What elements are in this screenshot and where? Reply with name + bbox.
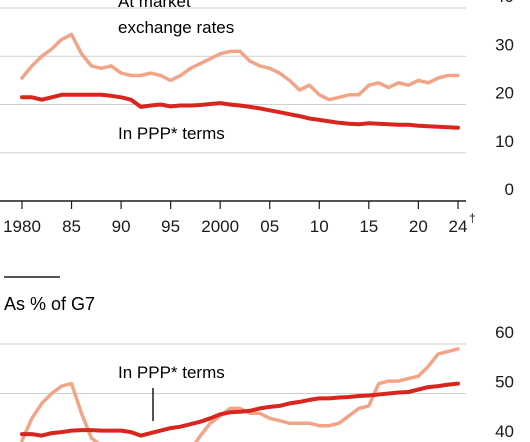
y-tick-label: 0 xyxy=(505,180,514,199)
y-tick-label: 30 xyxy=(495,35,514,54)
top-x-tick-labels: 1980 85 90 95 2000 05 10 15 20 24 † xyxy=(3,211,476,236)
ppp-line xyxy=(20,381,460,438)
top-panel: 0 10 20 30 40 1980 85 90 95 2000 05 10 15 20 24† At m… xyxy=(0,0,514,236)
y-tick-label: 50 xyxy=(495,373,514,392)
x-tick-label: 15 xyxy=(359,217,378,236)
x-tick-label: 20 xyxy=(409,217,428,236)
y-tick-label: 20 xyxy=(495,84,514,103)
y-tick-label: 10 xyxy=(495,132,514,151)
top-y-tick-labels: 0 10 20 30 40 xyxy=(495,0,514,199)
section-title: As % of G7 xyxy=(4,294,95,314)
market-annotation-line2: exchange rates xyxy=(118,18,234,37)
market-rate-line xyxy=(20,347,460,442)
y-tick-label: 40 xyxy=(495,422,514,441)
y-tick-label: 60 xyxy=(495,323,514,342)
x-tick-footnote-mark: † xyxy=(469,211,476,225)
x-tick-label: 05 xyxy=(260,217,279,236)
bottom-series-lines xyxy=(20,347,460,442)
top-series-lines xyxy=(20,32,460,130)
x-tick-label: 95 xyxy=(161,217,180,236)
bottom-y-tick-labels: 40 50 60 xyxy=(495,323,514,441)
ppp-line xyxy=(20,92,460,130)
x-tick-label: 90 xyxy=(112,217,131,236)
top-x-tick-marks xyxy=(21,201,459,209)
market-annotation-line1: At market xyxy=(118,0,191,11)
bottom-panel: 40 50 60 In PPP* terms xyxy=(0,323,514,442)
ppp-annotation-top: In PPP* terms xyxy=(118,124,225,143)
market-rate-line xyxy=(20,32,460,102)
x-tick-label: 24 xyxy=(449,217,468,236)
y-tick-label: 40 xyxy=(495,0,514,6)
ppp-annotation-bottom: In PPP* terms xyxy=(118,363,225,382)
x-tick-label: 85 xyxy=(62,217,81,236)
x-tick-label: 1980 xyxy=(3,217,41,236)
x-tick-label: 10 xyxy=(310,217,329,236)
x-tick-label: 2000 xyxy=(201,217,239,236)
